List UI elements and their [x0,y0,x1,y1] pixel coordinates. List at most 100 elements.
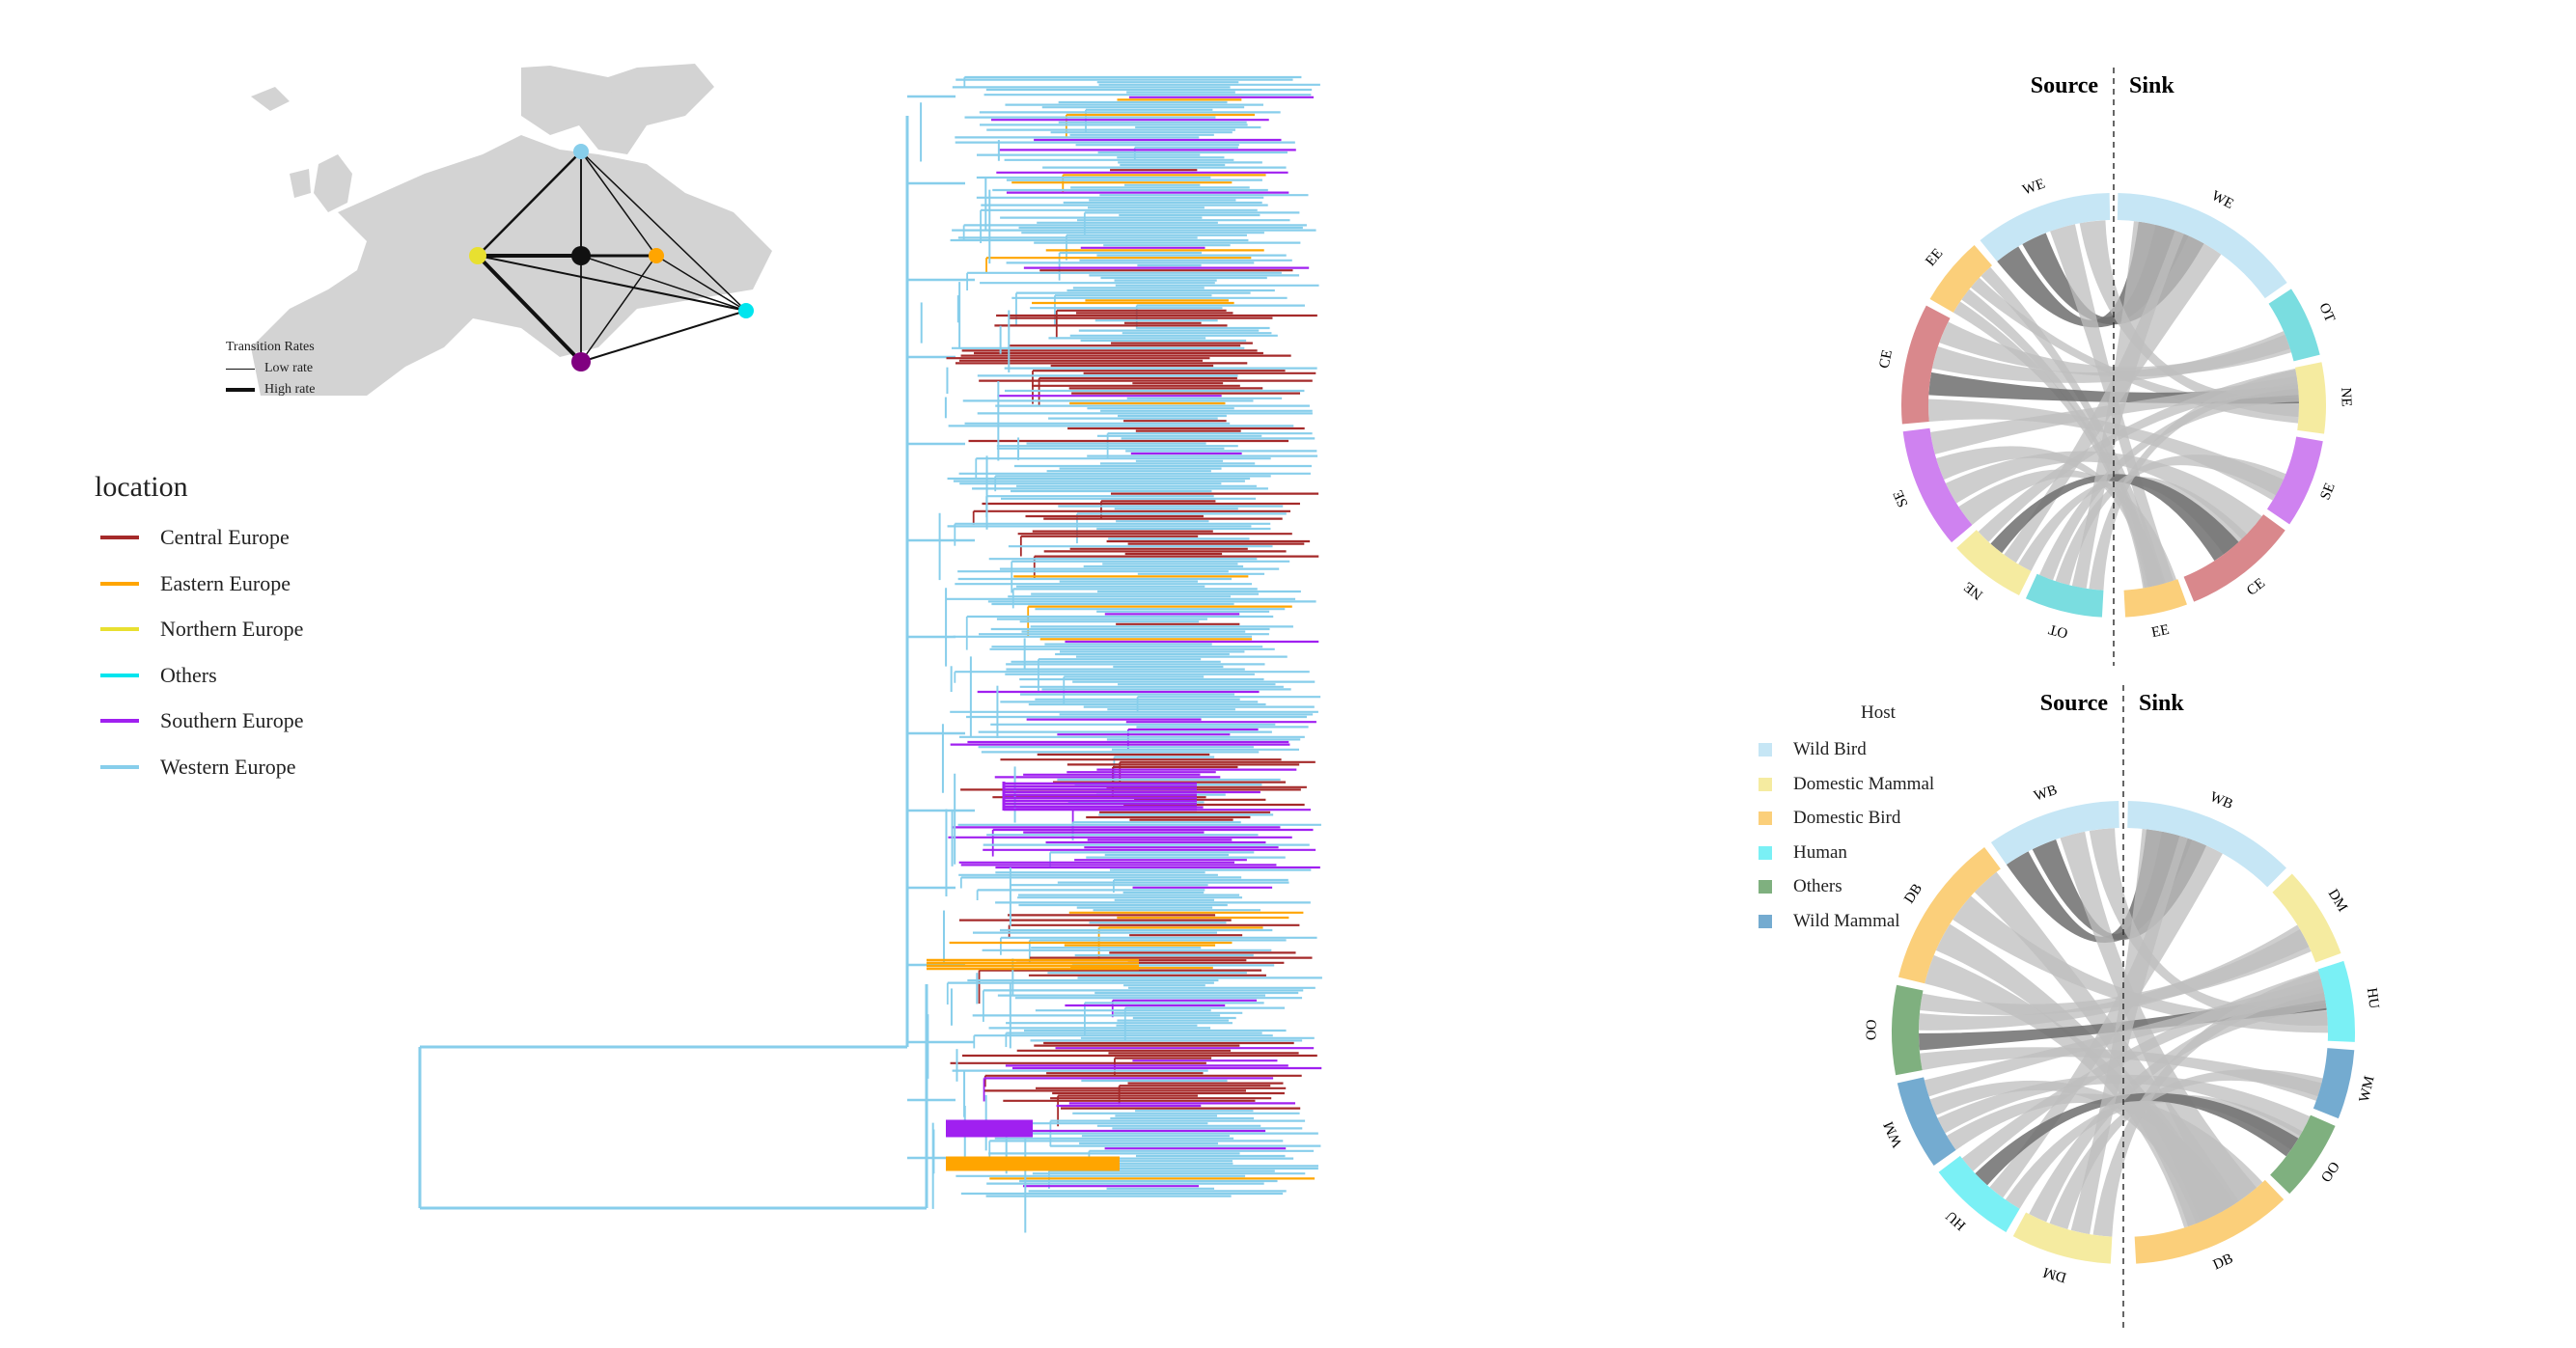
chord-ribbon [2060,831,2257,1213]
sink-segment [2117,193,2287,299]
chord-ribbon [2049,1069,2323,1230]
host-label: Wild Mammal [1793,910,1900,931]
host-label: Wild Bird [1793,739,1867,759]
sink-segment-label: WB [2207,789,2234,812]
location-legend-title: location [95,471,188,503]
sink-segment [2270,1114,2336,1195]
chord-ribbon [2070,828,2188,1235]
chord-ribbon [2071,221,2184,589]
source-segment [1929,245,1992,313]
chord-ribbon [1920,928,2312,1015]
sink-segment [2266,436,2323,525]
host-swatch [1759,777,1772,791]
chord-ribbon [1928,399,2284,501]
node-southern [571,352,591,371]
source-segment-label: WM [1881,1119,1906,1150]
host-legend-item: Others [1759,876,1842,897]
host-label: Others [1793,876,1842,896]
legend-swatch [100,627,139,631]
high-rate-label: High rate [264,382,316,397]
location-legend-item: Southern Europe [100,708,303,733]
host-legend-item: Domestic Mammal [1759,774,1934,795]
chord-ribbon [1961,289,2161,589]
transition-rate-title: Transition Rates [226,340,315,354]
source-segment [2012,1212,2113,1264]
source-segment-label: HU [1943,1207,1969,1232]
host-swatch [1759,743,1772,757]
chord-ribbon [1990,474,2239,562]
sink-segment-label: WE [2209,188,2236,212]
legend-label: Western Europe [160,754,296,779]
source-segment-label: EE [1923,246,1946,269]
chord-ribbon [1953,301,2160,589]
location-legend-item: Others [100,663,217,688]
source-title: Source [2040,691,2109,716]
low-rate-label: Low rate [264,361,314,375]
source-segment-label: CE [1876,348,1895,370]
europe-landmass [251,64,772,396]
host-legend-title: Host [1861,702,1896,723]
sink-segment [2313,1048,2355,1119]
source-segment [1901,305,1951,425]
host-legend-item: Wild Mammal [1759,911,1900,932]
host-legend-item: Domestic Bird [1759,808,1900,829]
source-segment [1990,801,2119,866]
location-legend-item: Eastern Europe [100,571,291,596]
legend-label: Southern Europe [160,708,304,732]
sink-segment [2317,960,2355,1042]
sink-segment-label: OO [2318,1159,2342,1185]
sink-segment-label: DB [2211,1251,2235,1273]
legend-label: Central Europe [160,525,290,549]
high-rate-swatch [226,388,255,392]
host-legend-item: Human [1759,842,1847,864]
sink-segment [2272,873,2341,963]
location-legend-item: Northern Europe [100,617,303,642]
source-segment [1897,846,2001,984]
source-segment-label: DB [1901,881,1925,906]
transition-rate-legend: Transition Rates Low rate High rate [226,340,315,398]
location-legend-item: Central Europe [100,525,290,550]
host-swatch [1759,845,1772,860]
legend-swatch [100,764,139,769]
host-swatch [1759,812,1772,825]
source-title: Source [2031,73,2099,98]
europe-transition-map [251,64,772,396]
sink-segment-label: SE [2317,481,2338,502]
chord-ribbon [1939,321,2292,377]
source-segment-label: WB [2033,783,2060,805]
chord-ribbon [2029,986,2327,1223]
sink-segment [2127,801,2286,888]
sink-segment [2268,289,2320,362]
node-central [571,246,591,265]
legend-swatch [100,673,139,677]
source-segment-label: SE [1891,487,1912,509]
sink-segment [2183,514,2285,602]
sink-segment [2294,362,2326,434]
chord-ribbon [1970,277,2299,424]
source-segment-label: NE [1961,578,1986,602]
location-nodes [469,144,754,371]
chord-ribbon [1975,1092,2299,1186]
sink-title: Sink [2129,73,2174,98]
legend-label: Others [160,662,217,687]
sink-segment-label: DM [2325,887,2350,915]
legend-swatch [100,581,139,586]
source-segment [1902,427,1973,543]
chord-ribbon [1945,451,2262,539]
chord-ribbon [1929,1080,2235,1224]
legend-swatch [100,719,139,723]
low-rate-swatch [226,368,255,370]
node-eastern [649,248,664,263]
chord-ribbon [1947,1093,2263,1209]
legend-label: Northern Europe [160,617,304,641]
source-segment-label: OT [2047,620,2069,640]
host-chord-diagram: WB DB OO WM HU DM WB DM HU WM OO DB Source Sink [1864,685,2382,1332]
source-segment [1892,984,1924,1076]
host-label: Human [1793,841,1847,863]
source-segment [1980,193,2111,261]
host-swatch [1759,914,1772,928]
legend-label: Eastern Europe [160,570,291,595]
transition-edges [476,151,747,364]
source-segment [2025,573,2104,618]
sink-segment-label: OT [2315,301,2338,325]
